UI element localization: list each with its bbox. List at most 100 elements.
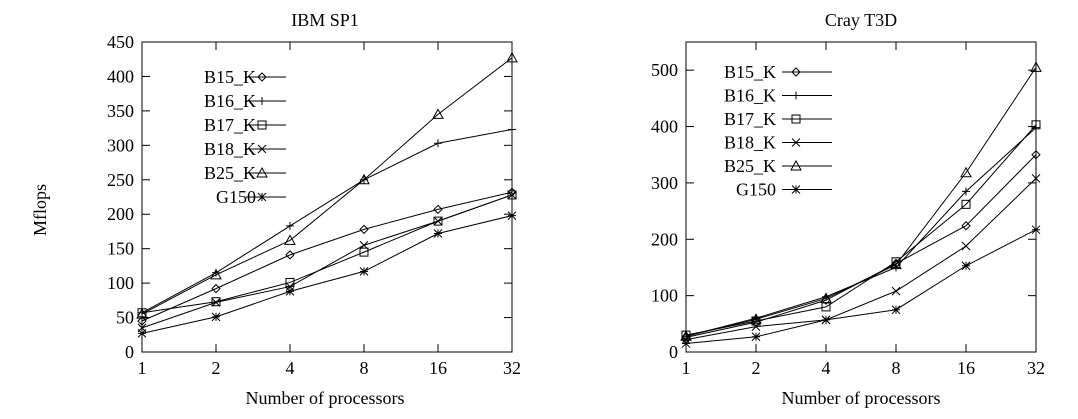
series-line-b16_k <box>685 127 1037 337</box>
data-point-g150 <box>211 312 221 322</box>
data-point-g150 <box>137 329 147 338</box>
x-tick-label: 32 <box>503 358 521 378</box>
y-tick-label: 300 <box>651 173 678 193</box>
data-point-b18_k <box>751 322 761 331</box>
x-tick-label: 16 <box>429 358 447 378</box>
data-point-g150 <box>891 305 901 315</box>
x-tick-label: 1 <box>682 358 691 378</box>
x-axis-label: Number of processors <box>246 388 405 408</box>
series-line-b25_k <box>685 67 1037 337</box>
data-point-b16_k <box>1032 123 1040 132</box>
chart-cray-t3d: Cray T3D Number of processors 0 100 200 300… <box>651 10 1045 408</box>
legend-marker-b16_k <box>792 91 800 100</box>
series-line-b18_k <box>685 178 1037 341</box>
x-tick-label: 16 <box>957 358 975 378</box>
y-tick-label: 500 <box>651 60 678 80</box>
legend-label: B16_K <box>724 86 776 106</box>
data-point-b18_k <box>891 286 901 296</box>
series-markers <box>136 51 518 338</box>
chart-title: IBM SP1 <box>291 10 359 30</box>
legend-label: B25_K <box>204 163 256 183</box>
data-point-b18_k <box>1031 174 1041 183</box>
data-point-b16_k <box>434 139 442 148</box>
data-point-b25_k <box>890 258 902 270</box>
data-point-b25_k <box>820 292 832 303</box>
data-point-b18_k <box>507 190 517 200</box>
data-point-g150 <box>751 332 761 342</box>
legend-label: B17_K <box>204 115 256 135</box>
legend-label: G150 <box>736 180 776 200</box>
legend-marker-b18_k <box>791 138 801 147</box>
x-tick-label: 1 <box>138 358 147 378</box>
legend-label: B15_K <box>204 67 256 87</box>
data-point-b15_k <box>211 283 221 294</box>
x-tick-label: 4 <box>822 358 831 378</box>
series-line-g150 <box>685 229 1037 345</box>
y-tick-label: 250 <box>107 170 134 190</box>
x-tick-label: 4 <box>286 358 295 378</box>
legend-label: B17_K <box>724 109 776 129</box>
data-point-b15_k <box>285 250 295 260</box>
x-tick-label: 32 <box>1027 358 1045 378</box>
legend-marker-g150 <box>257 192 267 202</box>
plot-frame <box>685 41 1037 353</box>
data-point-b18_k <box>359 240 369 250</box>
data-point-b17_k <box>1031 120 1041 130</box>
legend-marker-b17_k <box>791 114 801 124</box>
x-tick-label: 8 <box>360 358 369 378</box>
x-tick-label: 2 <box>752 358 761 378</box>
axes: 0 50 100 150 200 250 300 350 400 450 1 2 4 8 16 32 <box>107 32 521 378</box>
data-point-b17_k <box>961 199 971 209</box>
data-point-g150 <box>285 287 295 296</box>
data-point-b16_k <box>892 263 900 272</box>
y-tick-label: 50 <box>116 308 134 328</box>
series-line-b15_k <box>141 191 513 322</box>
legend-marker-b15_k <box>257 72 267 82</box>
data-point-b15_k <box>961 221 971 231</box>
legend-label: B18_K <box>724 133 776 153</box>
chart-ibm-sp1: IBM SP1 Mflops Number of processors 0 50 1… <box>30 10 521 408</box>
data-point-b18_k <box>211 298 221 307</box>
y-tick-label: 400 <box>651 117 678 137</box>
data-point-b17_k <box>433 216 443 226</box>
legend-marker-b25_k <box>790 159 802 171</box>
data-point-g150 <box>961 261 971 271</box>
y-tick-label: 450 <box>107 32 134 52</box>
data-point-b25_k <box>136 308 148 319</box>
axes: 0 100 200 300 400 500 1 2 4 8 16 32 <box>651 42 1045 378</box>
y-tick-label: 0 <box>125 342 134 362</box>
data-point-g150 <box>681 339 691 348</box>
legend: B15_K B16_K B17_K B18_K B25_K G150 <box>724 62 832 200</box>
data-point-b17_k <box>359 247 369 257</box>
data-point-g150 <box>359 267 369 276</box>
data-point-b18_k <box>433 216 443 226</box>
x-axis-label: Number of processors <box>782 388 941 408</box>
series-line-b17_k <box>685 124 1037 336</box>
legend-marker-b15_k <box>791 67 801 77</box>
data-point-b15_k <box>1031 150 1041 160</box>
data-point-b17_k <box>891 257 901 267</box>
y-tick-label: 300 <box>107 135 134 155</box>
data-point-b25_k <box>358 173 370 185</box>
series-lines <box>685 67 1037 345</box>
legend-label: B15_K <box>724 62 776 82</box>
data-point-b15_k <box>137 316 147 326</box>
y-tick-label: 100 <box>107 273 134 293</box>
y-tick-label: 0 <box>669 342 678 362</box>
data-point-b25_k <box>210 268 222 280</box>
x-tick-label: 8 <box>892 358 901 378</box>
legend-label: B16_K <box>204 91 256 111</box>
series-markers <box>680 61 1042 348</box>
series-line-b17_k <box>141 194 513 314</box>
series-line-b16_k <box>141 128 513 314</box>
series-lines <box>141 57 513 334</box>
data-point-b25_k <box>1030 61 1042 72</box>
series-line-g150 <box>141 215 513 334</box>
legend-label: B25_K <box>724 156 776 176</box>
y-tick-label: 100 <box>651 286 678 306</box>
data-point-b25_k <box>960 166 972 178</box>
data-point-b16_k <box>286 221 294 230</box>
y-tick-label: 200 <box>651 229 678 249</box>
legend-marker-b18_k <box>257 144 267 154</box>
